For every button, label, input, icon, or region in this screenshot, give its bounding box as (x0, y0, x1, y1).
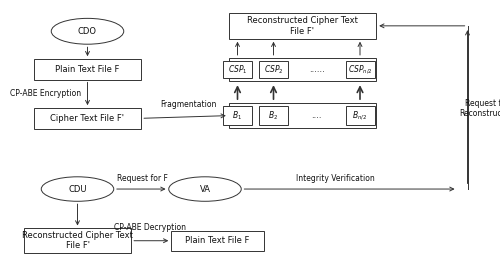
FancyBboxPatch shape (229, 58, 376, 81)
FancyBboxPatch shape (34, 59, 142, 79)
Text: Plain Text File F: Plain Text File F (56, 65, 120, 74)
Text: Reconstructed Cipher Text
File F': Reconstructed Cipher Text File F' (247, 16, 358, 36)
Text: CP-ABE Decryption: CP-ABE Decryption (114, 223, 186, 232)
FancyBboxPatch shape (346, 60, 374, 78)
Ellipse shape (41, 177, 114, 201)
FancyBboxPatch shape (24, 228, 131, 253)
Text: Plain Text File F: Plain Text File F (186, 236, 250, 245)
Text: Request for
Reconstruction: Request for Reconstruction (459, 99, 500, 119)
Text: ......: ...... (308, 65, 324, 74)
Text: Request for F: Request for F (117, 174, 168, 183)
FancyBboxPatch shape (259, 106, 288, 125)
FancyBboxPatch shape (171, 230, 264, 251)
FancyBboxPatch shape (259, 60, 288, 78)
Text: ....: .... (311, 111, 322, 120)
Text: Reconstructed Cipher Text
File F': Reconstructed Cipher Text File F' (22, 231, 133, 251)
Text: CP-ABE Encryption: CP-ABE Encryption (10, 89, 81, 98)
Text: Cipher Text File F': Cipher Text File F' (50, 114, 124, 123)
Text: Integrity Verification: Integrity Verification (296, 174, 374, 183)
FancyBboxPatch shape (229, 103, 376, 128)
Text: CDO: CDO (78, 27, 97, 36)
Text: $CSP_1$: $CSP_1$ (228, 63, 248, 76)
FancyBboxPatch shape (223, 106, 252, 125)
FancyBboxPatch shape (34, 108, 142, 129)
Text: VA: VA (200, 184, 210, 194)
Text: $B_1$: $B_1$ (232, 109, 242, 122)
Text: $CSP_2$: $CSP_2$ (264, 63, 283, 76)
Text: Fragmentation: Fragmentation (160, 100, 216, 109)
Ellipse shape (52, 18, 124, 44)
FancyBboxPatch shape (223, 60, 252, 78)
Text: $B_2$: $B_2$ (268, 109, 278, 122)
FancyBboxPatch shape (346, 106, 374, 125)
Text: $B_{n/2}$: $B_{n/2}$ (352, 109, 368, 122)
FancyBboxPatch shape (229, 13, 376, 39)
Ellipse shape (169, 177, 241, 201)
Text: CDU: CDU (68, 184, 87, 194)
Text: $CSP_{n/2}$: $CSP_{n/2}$ (348, 63, 372, 76)
